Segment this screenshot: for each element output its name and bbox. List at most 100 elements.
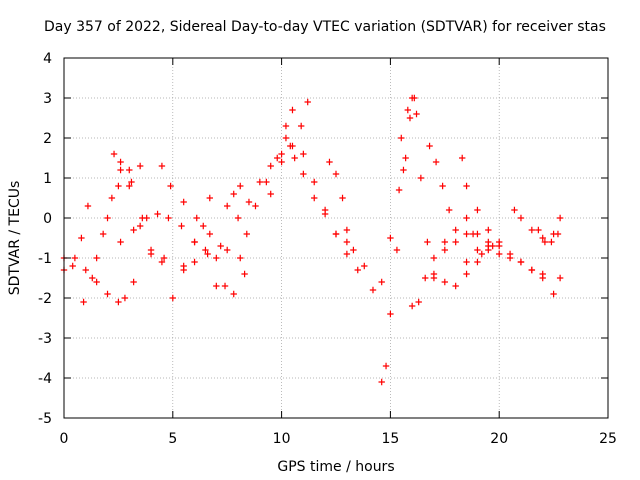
data-point [245, 198, 253, 206]
data-point [311, 178, 318, 186]
data-point [237, 254, 244, 262]
data-point [393, 246, 401, 254]
data-point [126, 166, 133, 174]
data-point [528, 266, 536, 274]
data-point [400, 166, 407, 174]
data-point [556, 274, 564, 282]
y-tick-label: -1 [38, 251, 52, 267]
data-point [128, 178, 135, 186]
data-point [200, 222, 207, 230]
data-point [104, 290, 111, 298]
data-point [541, 238, 549, 246]
data-point [350, 246, 357, 254]
data-point [539, 234, 546, 242]
y-tick-label: -3 [38, 331, 52, 347]
data-point [115, 298, 122, 306]
data-point [136, 222, 144, 230]
data-point [426, 142, 433, 150]
series-arc-22 [430, 242, 564, 298]
data-point [241, 270, 248, 278]
data-point [424, 238, 431, 246]
data-point [463, 214, 470, 222]
data-point [469, 230, 477, 238]
data-point [463, 270, 470, 278]
series-arc-18 [378, 94, 418, 386]
data-point [321, 206, 329, 214]
series-arc-26 [511, 206, 564, 242]
data-point [517, 214, 525, 222]
data-point [430, 274, 438, 282]
data-point [167, 182, 174, 190]
series-arc-21 [426, 142, 453, 214]
data-point [378, 278, 385, 286]
data-point [206, 230, 213, 238]
data-point [452, 238, 459, 246]
data-point [169, 294, 176, 302]
series-arc-14 [282, 134, 357, 254]
data-point [289, 142, 296, 150]
series-arc-1 [60, 254, 137, 306]
data-point [282, 134, 290, 142]
data-point [230, 290, 237, 298]
series-arc-11 [237, 106, 296, 262]
data-point [326, 158, 333, 166]
x-tick-label: 20 [490, 431, 508, 447]
data-point [282, 122, 290, 130]
series-arc-9 [180, 194, 213, 270]
y-tick-label: -5 [38, 411, 52, 427]
data-point [115, 182, 122, 190]
data-point [343, 250, 351, 258]
data-point [459, 154, 466, 162]
data-point [408, 302, 416, 310]
data-point [213, 254, 220, 262]
data-point [517, 258, 525, 266]
data-point [193, 214, 200, 222]
data-point [136, 162, 144, 170]
y-tick-label: 0 [43, 211, 52, 227]
data-point [369, 286, 377, 294]
data-point [417, 174, 425, 182]
data-point [339, 194, 346, 202]
data-point [378, 378, 385, 386]
data-point [422, 274, 429, 282]
data-point [278, 150, 285, 158]
data-points [60, 94, 564, 386]
data-point [554, 230, 562, 238]
data-point [230, 190, 237, 198]
series-arc-4 [93, 162, 144, 262]
x-tick-label: 0 [60, 431, 69, 447]
data-point [237, 182, 244, 190]
data-point [126, 182, 133, 190]
data-point [332, 230, 340, 238]
data-point [289, 106, 296, 114]
data-point [430, 254, 438, 262]
data-point [143, 214, 150, 222]
data-point [117, 166, 124, 174]
data-point [291, 154, 298, 162]
data-point [406, 114, 414, 122]
data-point [548, 238, 555, 246]
data-point [178, 222, 185, 230]
series-arc-19 [398, 94, 438, 278]
data-point [474, 206, 481, 214]
data-point [71, 254, 79, 262]
data-point [278, 158, 285, 166]
data-point [395, 186, 403, 194]
series-arc-23 [441, 206, 503, 246]
data-point [496, 238, 503, 246]
data-point [474, 258, 481, 266]
data-point [108, 194, 116, 202]
y-tick-label: 2 [43, 131, 52, 147]
plot-frame [63, 57, 609, 419]
data-point [256, 178, 264, 186]
data-point [343, 238, 351, 246]
data-point [556, 214, 564, 222]
data-point [478, 250, 485, 258]
x-tick-label: 25 [599, 431, 617, 447]
series-arc-5 [110, 150, 168, 262]
grid [64, 58, 608, 418]
data-point [506, 254, 514, 262]
series-arc-24 [459, 154, 496, 258]
data-point [165, 214, 172, 222]
